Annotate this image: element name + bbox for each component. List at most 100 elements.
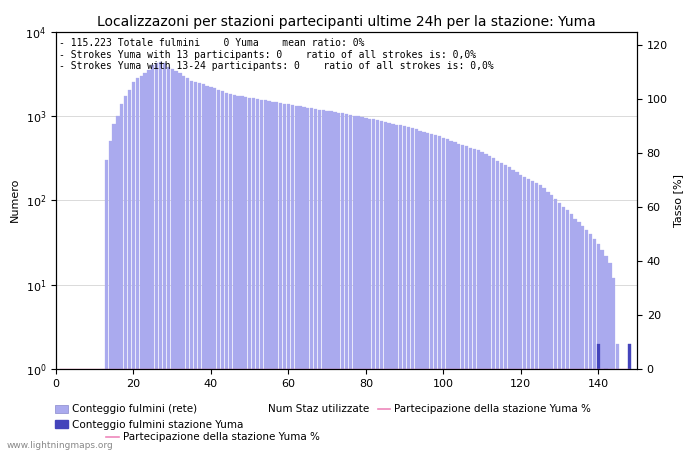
Bar [589,234,592,450]
Bar [376,120,379,450]
Bar [372,119,375,450]
Bar [531,181,534,450]
Bar [512,170,514,450]
Bar [628,344,631,450]
Bar [116,116,120,450]
Bar [256,99,259,450]
Bar [500,163,503,450]
Bar [139,76,143,450]
Bar [252,98,256,450]
Bar [554,199,557,450]
Bar [573,219,577,450]
Partecipazione della stazione Yuma % [405,366,413,372]
Bar [113,124,116,450]
Bar [527,179,530,450]
Bar [596,244,600,450]
Bar [341,113,344,450]
Bar [523,177,526,450]
Bar [318,109,321,450]
Bar [197,83,201,450]
Bar [205,86,209,450]
Bar [612,278,615,450]
Bar [248,98,251,450]
Bar [585,230,588,450]
Bar [419,130,421,450]
Bar [538,185,542,450]
Partecipazione della stazione Yuma % [94,366,103,372]
Bar [279,103,282,450]
Bar [263,100,267,450]
Bar [542,189,546,450]
Bar [360,117,363,450]
Bar [519,175,522,450]
Bar [128,90,131,450]
Bar [368,118,372,450]
Bar [214,88,216,450]
Bar [477,150,480,450]
Partecipazione della stazione Yuma % [56,366,64,372]
Bar [492,158,496,450]
Partecipazione della stazione Yuma % [625,366,634,372]
Bar [132,82,135,450]
Bar [558,202,561,450]
Bar [535,183,538,450]
Bar [546,192,550,450]
Bar [333,112,337,450]
Bar [480,152,484,450]
Bar [465,146,468,450]
Bar [190,81,193,450]
Bar [434,135,438,450]
Bar [508,167,511,450]
Bar [504,165,507,450]
Bar [484,154,488,450]
Bar [550,195,554,450]
Bar [120,104,123,450]
Bar [578,222,580,450]
Bar [403,126,406,450]
Bar [454,142,456,450]
Bar [330,112,332,450]
Bar [379,121,383,450]
Bar [229,94,232,450]
Bar [217,90,220,450]
Bar [608,263,612,450]
Bar [364,118,368,450]
Bar [581,225,584,450]
Bar [473,149,476,450]
Bar [144,73,147,450]
Partecipazione della stazione Yuma % [164,366,172,372]
Bar [108,141,112,450]
Bar [171,69,174,450]
Bar [267,101,271,450]
Bar [290,105,294,450]
Bar [244,97,247,450]
Bar [326,111,329,450]
Bar [237,95,239,450]
Bar [232,95,236,450]
Bar [399,126,402,450]
Bar [414,130,418,450]
Y-axis label: Tasso [%]: Tasso [%] [673,174,683,227]
Bar [593,238,596,450]
Bar [306,108,309,450]
Bar [461,145,464,450]
Bar [151,65,155,450]
Text: - 115.223 Totale fulmini    0 Yuma    mean ratio: 0%
- Strokes Yuma with 13 part: - 115.223 Totale fulmini 0 Yuma mean rat… [59,38,494,72]
Bar [353,116,356,450]
Bar [287,104,290,450]
Bar [209,87,213,450]
Title: Localizzazoni per stazioni partecipanti ultime 24h per la stazione: Yuma: Localizzazoni per stazioni partecipanti … [97,15,596,29]
Partecipazione della stazione Yuma % [327,366,335,372]
Bar [314,109,317,450]
Bar [124,96,127,450]
Bar [225,93,228,450]
Bar [422,132,426,450]
Bar [384,122,387,450]
Bar [469,148,472,450]
Bar [155,63,158,450]
Bar [457,144,461,450]
Y-axis label: Numero: Numero [10,178,20,222]
Bar [395,125,398,450]
Bar [446,139,449,450]
Bar [566,210,569,450]
